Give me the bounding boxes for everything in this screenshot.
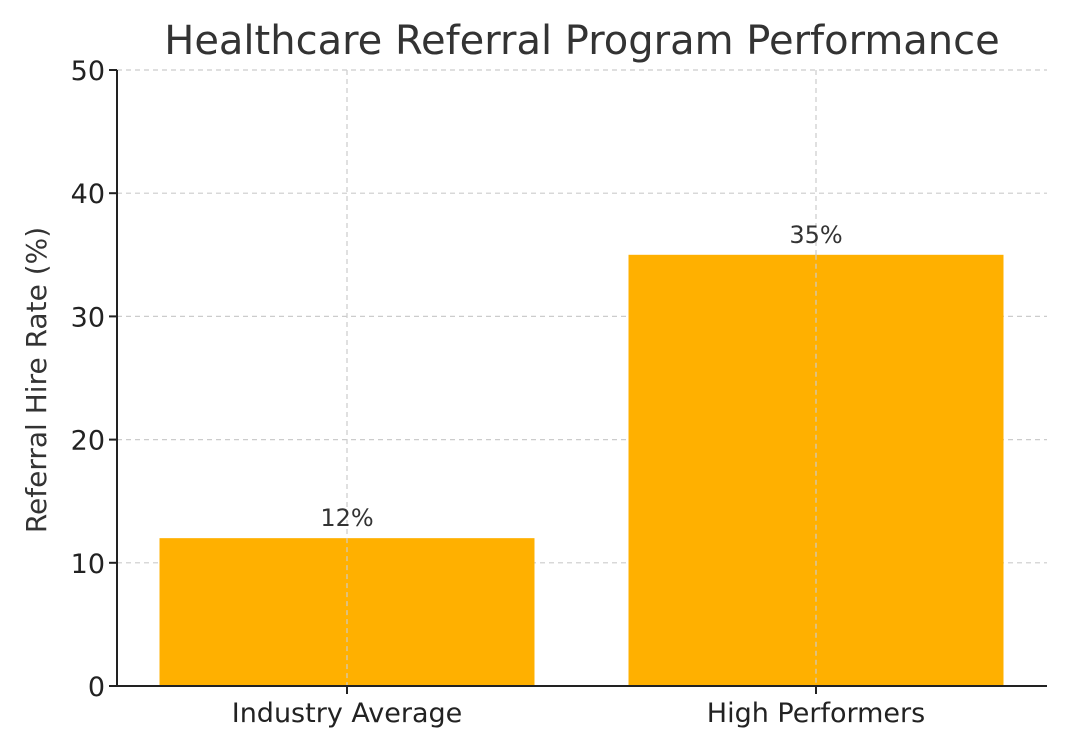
x-tick-label: Industry Average: [232, 698, 463, 729]
y-tick-label: 0: [88, 672, 105, 703]
y-tick-label: 50: [71, 56, 105, 87]
x-tick-label: High Performers: [707, 698, 925, 729]
bar-data-label: 35%: [789, 221, 842, 249]
y-tick-label: 40: [71, 179, 105, 210]
bar: [628, 254, 1004, 687]
y-tick-label: 30: [71, 302, 105, 333]
y-tick-label: 10: [71, 549, 105, 580]
y-axis-label: Referral Hire Rate (%): [20, 227, 53, 533]
y-tick-label: 20: [71, 426, 105, 457]
chart-title: Healthcare Referral Program Performance: [164, 18, 1000, 64]
data-labels: 12% 35%: [320, 221, 842, 532]
bar-data-label: 12%: [320, 504, 373, 532]
bars: [159, 254, 1004, 687]
axes: 0 10 20 30 40 50 Industry Average High Performe…: [71, 56, 1047, 729]
